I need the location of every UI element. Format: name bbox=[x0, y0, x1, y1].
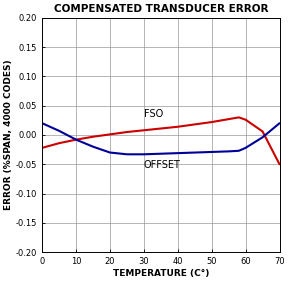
X-axis label: TEMPERATURE (C°): TEMPERATURE (C°) bbox=[113, 269, 209, 278]
Text: OFFSET: OFFSET bbox=[144, 160, 181, 170]
Title: COMPENSATED TRANSDUCER ERROR: COMPENSATED TRANSDUCER ERROR bbox=[53, 4, 268, 14]
Text: FSO: FSO bbox=[144, 109, 163, 119]
Y-axis label: ERROR (%SPAN, 4000 CODES): ERROR (%SPAN, 4000 CODES) bbox=[4, 60, 13, 210]
